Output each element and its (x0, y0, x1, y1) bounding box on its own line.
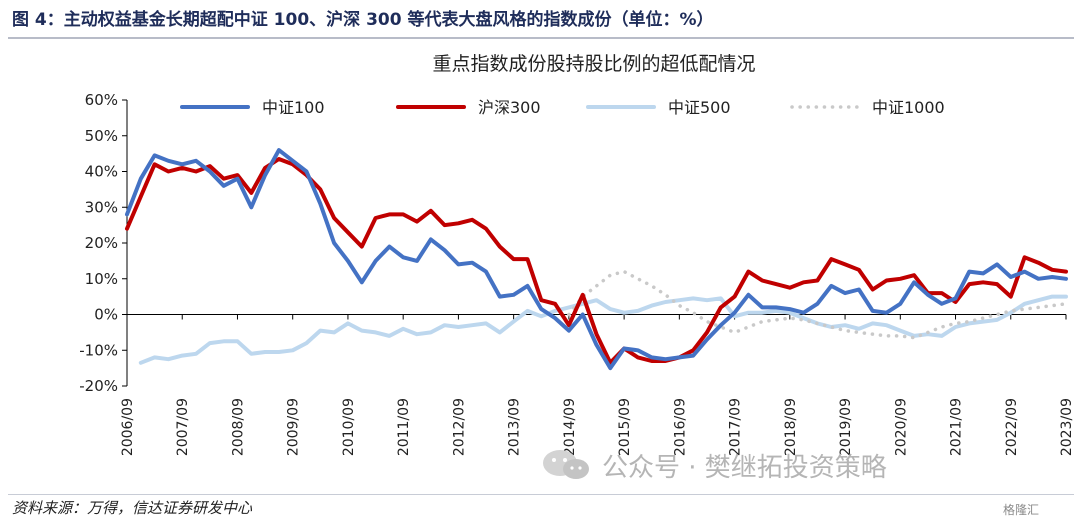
series-lines (125, 148, 1068, 371)
legend-label: 中证100 (262, 98, 325, 117)
x-tick-label: 2019/09 (838, 398, 854, 456)
x-tick-label: 2014/09 (562, 398, 578, 456)
y-tick-label: 10% (85, 270, 118, 288)
source-note: 资料来源：万得，信达证券研发中心 (12, 499, 253, 517)
x-tick-label: 2008/09 (230, 398, 246, 456)
series-line-2 (125, 157, 1068, 365)
x-tick-label: 2006/09 (120, 398, 136, 456)
x-tick-label: 2007/09 (175, 398, 191, 456)
x-tick-label: 2011/09 (396, 398, 412, 456)
series-line-3 (138, 294, 1068, 365)
title-divider (8, 37, 1074, 39)
publisher-badge: 格隆汇 (1003, 503, 1040, 517)
source-divider (8, 494, 1074, 495)
axes: -20% -10% 0% 10% 20% 30% 40% 50% 60% 2006/09 2007/… (79, 91, 1075, 456)
series-line-1 (125, 148, 1068, 371)
chart-title: 重点指数成份股持股比例的超低配情况 (432, 53, 755, 75)
x-tick-label: 2016/09 (672, 398, 688, 456)
y-tick-label: 30% (85, 198, 118, 216)
x-tick-label: 2012/09 (451, 398, 467, 456)
x-tick-label: 2013/09 (507, 398, 523, 456)
x-tick-label: 2015/09 (617, 398, 633, 456)
series-line-4 (567, 269, 1068, 340)
y-tick-label: 50% (85, 127, 118, 145)
x-tick-label: 2021/09 (949, 398, 965, 456)
legend-label: 中证500 (668, 98, 731, 117)
x-tick-label: 2018/09 (783, 398, 799, 456)
figure-title: 图 4：主动权益基金长期超配中证 100、沪深 300 等代表大盘风格的指数成份… (12, 10, 714, 30)
y-tick-label: 40% (85, 163, 118, 181)
x-tick-label: 2009/09 (286, 398, 302, 456)
x-tick-label: 2020/09 (893, 398, 909, 456)
y-tick-label: -10% (79, 341, 118, 359)
y-tick-label: 0% (94, 306, 118, 324)
x-tick-label: 2023/09 (1059, 398, 1075, 456)
legend-label: 沪深300 (478, 98, 541, 117)
y-tick-label: 60% (85, 91, 118, 109)
legend: 中证100 沪深300 中证500 中证1000 (180, 98, 945, 117)
x-tick-label: 2017/09 (728, 398, 744, 456)
legend-label: 中证1000 (872, 98, 945, 117)
wechat-logo-icon (543, 450, 589, 479)
y-tick-label: 20% (85, 234, 118, 252)
line-chart: 重点指数成份股持股比例的超低配情况 -20% -10% 0% 10% 20% 30% 40%… (79, 53, 1075, 456)
x-tick-label: 2022/09 (1004, 398, 1020, 456)
x-tick-label: 2010/09 (341, 398, 357, 456)
y-tick-label: -20% (79, 377, 118, 395)
watermark-text: 公众号 · 樊继拓投资策略 (602, 453, 887, 483)
